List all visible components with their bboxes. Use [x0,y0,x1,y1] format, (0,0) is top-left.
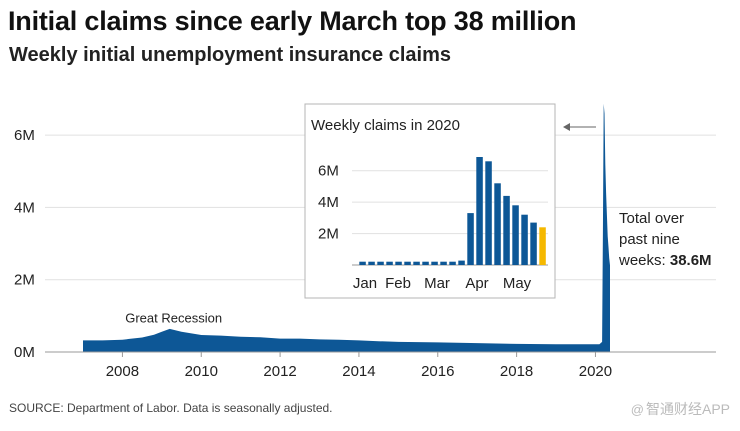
x-axis-labels: 2008 2010 2012 2014 2016 2018 2020 [106,352,612,380]
y-tick-label: 4M [14,199,35,216]
inset-x-axis-labels: Jan Feb Mar Apr May [353,275,532,292]
x-tick-label: 2016 [421,363,454,380]
inset-bar [377,261,384,265]
inset-bar [413,261,420,265]
x-tick-label: 2012 [263,363,296,380]
inset-bar [512,205,519,265]
chart-subtitle: Weekly initial unemployment insurance cl… [9,44,452,66]
x-tick-label: 2010 [185,363,218,380]
total-note-line-2: past nine [619,231,680,248]
source-note: SOURCE: Department of Labor. Data is sea… [9,401,333,415]
great-recession-label: Great Recession [125,310,222,325]
total-note-line-1: Total over [619,210,684,227]
inset-bar [359,261,366,265]
x-tick-label: 2014 [342,363,375,380]
watermark: @ 智通财经APP [631,399,730,419]
inset-bar [368,261,375,265]
at-icon: @ [630,402,644,417]
inset-chart: Weekly claims in 2020 2M 4M 6M Jan Feb Mar Ap… [304,103,556,299]
inset-bar [440,261,447,265]
inset-y-axis-labels: 2M 4M 6M [318,163,339,243]
inset-y-tick-label: 6M [318,163,339,180]
inset-bar [539,227,546,265]
total-value: 38.6M [670,252,712,269]
inset-frame [304,103,556,299]
inset-bar [503,195,510,265]
total-annotation: Total over past nine weeks: 38.6M [618,210,712,269]
inset-month-label: Feb [385,275,411,292]
watermark-text: 智通财经APP [645,401,730,417]
x-tick-label: 2008 [106,363,139,380]
y-tick-label: 6M [14,127,35,144]
inset-bar [404,261,411,265]
inset-bar [485,161,492,265]
inset-title: Weekly claims in 2020 [311,117,460,134]
inset-bar [395,261,402,265]
y-axis-labels: 0M 2M 4M 6M [14,127,35,361]
inset-bar [467,213,474,265]
y-tick-label: 2M [14,272,35,289]
inset-month-label: May [503,275,532,292]
y-tick-label: 0M [14,344,35,361]
inset-bar [476,157,483,265]
total-note-line-3: weeks: 38.6M [618,252,712,269]
inset-bar [422,261,429,265]
main-chart: 0M 2M 4M 6M 2008 2010 2012 2014 2016 2018 2020 Gr… [14,103,716,380]
inset-y-tick-label: 4M [318,194,339,211]
inset-bar [458,260,465,265]
inset-bar [494,183,501,265]
inset-bar [530,222,537,265]
inset-bars [359,157,546,265]
chart-title: Initial claims since early March top 38 … [8,6,577,36]
inset-month-label: Jan [353,275,377,292]
inset-bar [521,214,528,265]
inset-y-tick-label: 2M [318,226,339,243]
x-tick-label: 2018 [500,363,533,380]
inset-bar [449,261,456,265]
arrow-head-icon [563,123,570,131]
inset-bar [386,261,393,265]
total-note-prefix: weeks: [618,252,670,269]
inset-bar [431,261,438,265]
arrow-annotation [563,123,596,131]
x-tick-label: 2020 [579,363,612,380]
inset-month-label: Mar [424,275,450,292]
inset-month-label: Apr [465,275,488,292]
